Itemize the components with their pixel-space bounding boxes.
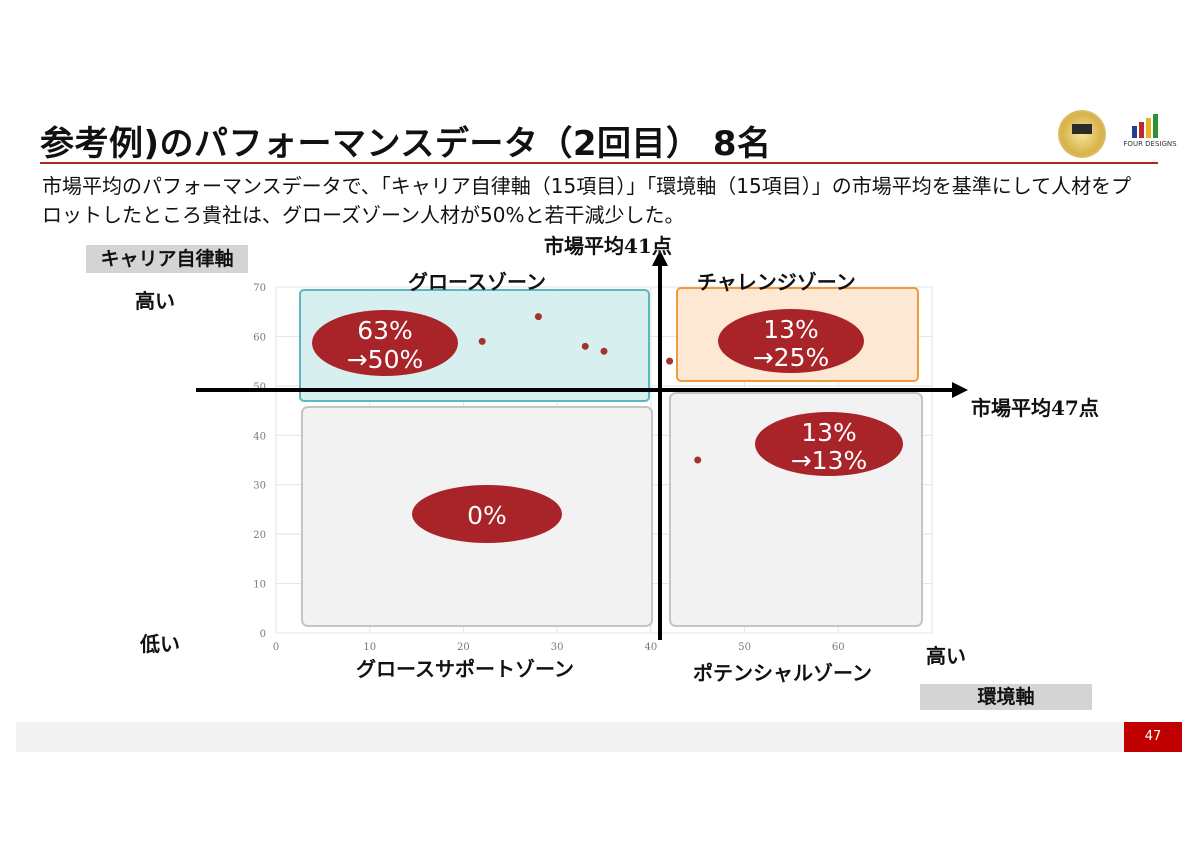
potential-zone-label: ポテンシャルゾーン (693, 661, 872, 685)
market-average-career-label: 市場平均41点 (544, 234, 672, 258)
growth-ratio-after: →50% (347, 345, 424, 374)
x-tick-label: 40 (644, 642, 657, 653)
vertical-axis-arrow-icon (652, 250, 668, 266)
challenge-ratio-after: →25% (753, 343, 830, 372)
horizontal-axis-arrow-icon (952, 382, 968, 398)
page-title: 参考例)のパフォーマンスデータ（2回目） 8名 (40, 124, 772, 164)
data-point (694, 456, 702, 464)
challenge-ratio-before: 13% (763, 315, 819, 344)
growth-support-ratio-ellipse: 0% (412, 485, 562, 543)
y-tick-label: 50 (253, 382, 266, 393)
y-tick-label: 10 (253, 580, 266, 591)
y-tick-label: 0 (260, 629, 266, 640)
potential-ratio-ellipse: 13% →13% (755, 412, 903, 476)
growth-zone-label: グロースゾーン (408, 270, 546, 294)
growth-ratio-before: 63% (357, 316, 413, 345)
description-line-1: 市場平均のパフォーマンスデータで、「キャリア自律軸（15項目）」「環境軸（15項… (42, 174, 1132, 198)
career-low-label: 低い (140, 632, 180, 656)
award-ribbon-icon (1072, 124, 1092, 134)
potential-ratio-before: 13% (801, 418, 857, 447)
x-tick-label: 50 (738, 642, 751, 653)
growth-ratio-ellipse: 63% →50% (312, 310, 458, 376)
y-tick-label: 40 (253, 431, 266, 442)
y-tick-label: 30 (253, 481, 266, 492)
challenge-ratio-ellipse: 13% →25% (718, 309, 864, 373)
career-axis-label: キャリア自律軸 (86, 245, 248, 273)
growth-support-zone-label: グロースサポートゾーン (356, 657, 574, 681)
footer-bar (16, 722, 1124, 752)
x-tick-label: 10 (363, 642, 376, 653)
four-designs-logo-text: FOUR DESIGNS (1123, 140, 1177, 148)
x-tick-label: 0 (273, 642, 279, 653)
growth-support-ratio: 0% (467, 501, 507, 530)
y-tick-label: 20 (253, 530, 266, 541)
title-underline (40, 162, 1158, 164)
data-point (534, 313, 542, 321)
x-tick-label: 20 (457, 642, 470, 653)
chart-ticks: 0 10 20 30 40 50 60 0 10 20 30 40 50 60 70 (253, 283, 844, 653)
x-tick-label: 30 (551, 642, 564, 653)
chart-points (478, 313, 702, 464)
potential-ratio-after: →13% (791, 446, 868, 475)
award-badge-icon (1058, 110, 1106, 158)
y-tick-label: 70 (253, 283, 266, 294)
data-point (666, 357, 674, 365)
y-tick-label: 60 (253, 332, 266, 343)
environment-high-label: 高い (926, 644, 966, 668)
page-number: 47 (1124, 722, 1182, 752)
challenge-zone-label: チャレンジゾーン (697, 270, 856, 294)
x-tick-label: 60 (832, 642, 845, 653)
data-point (581, 342, 589, 350)
description-line-2: ロットしたところ貴社は、グローズゾーン人材が50%と若干減少した。 (42, 203, 685, 227)
market-average-environment-label: 市場平均47点 (971, 396, 1099, 420)
environment-axis-label: 環境軸 (920, 684, 1092, 710)
data-point (600, 347, 608, 355)
career-high-label: 高い (135, 289, 175, 313)
data-point (478, 337, 486, 345)
four-designs-logo-icon (1132, 114, 1158, 138)
